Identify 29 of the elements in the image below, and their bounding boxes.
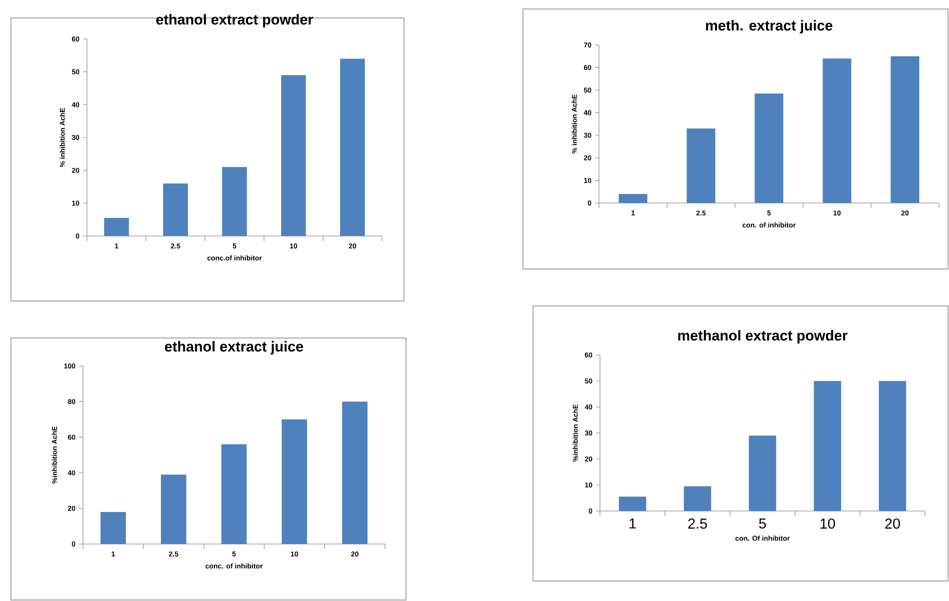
x-tick-label: 10	[820, 518, 835, 529]
x-tick-label: 5	[759, 518, 766, 529]
x-tick-label: 20	[885, 518, 900, 529]
bar	[222, 167, 247, 236]
bar	[282, 419, 308, 544]
chart-title: meth. extract juice	[706, 20, 832, 34]
bar	[890, 56, 920, 203]
bar	[104, 218, 129, 236]
chart-title: ethanol extract juice	[164, 341, 304, 354]
bar	[754, 94, 784, 203]
chart-title: methanol extract powder	[678, 330, 848, 344]
bar	[163, 183, 188, 236]
bar	[618, 194, 648, 203]
bar	[342, 402, 368, 544]
bar	[684, 486, 712, 511]
bar	[822, 58, 852, 203]
bar	[221, 444, 247, 544]
bar	[160, 474, 186, 544]
bar	[281, 75, 306, 236]
bar	[748, 436, 776, 511]
bar	[686, 128, 716, 203]
bar	[814, 380, 842, 511]
bar	[340, 58, 365, 236]
x-tick-label: 1	[630, 518, 636, 528]
bar	[100, 512, 126, 544]
x-tick-label: 2.5	[688, 518, 707, 529]
chart-title: ethanol extract powder	[156, 14, 314, 28]
bar	[878, 380, 906, 511]
bar	[618, 496, 646, 511]
